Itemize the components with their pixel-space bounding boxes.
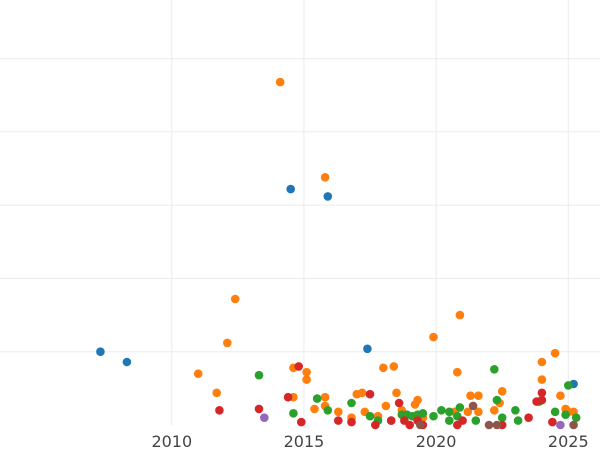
- data-point-s0-4: [363, 344, 372, 354]
- data-point-s1-2: [223, 338, 232, 348]
- data-point-s1-21: [389, 362, 399, 371]
- data-point-s3-22: [548, 417, 557, 427]
- data-point-s1-7: [302, 375, 311, 384]
- data-point-s1-38: [537, 357, 547, 367]
- data-point-s3-6: [347, 417, 356, 427]
- data-point-s2-3: [323, 406, 333, 415]
- data-point-s3-8: [371, 420, 380, 430]
- data-point-s0-2: [286, 184, 296, 194]
- data-point-s1-40: [550, 348, 560, 358]
- data-point-s0-3: [323, 192, 333, 201]
- data-point-s5-0: [416, 420, 425, 430]
- data-point-s1-12: [320, 173, 330, 182]
- data-point-s2-24: [513, 416, 523, 425]
- data-point-s2-20: [490, 365, 499, 374]
- data-point-s1-1: [212, 388, 221, 398]
- data-point-s3-2: [283, 392, 293, 402]
- data-point-s1-41: [556, 391, 565, 401]
- data-point-s1-16: [357, 388, 367, 398]
- data-point-s5-3: [492, 420, 502, 430]
- data-point-s1-9: [310, 404, 319, 414]
- data-point-s3-9: [386, 416, 396, 425]
- data-point-s1-27: [429, 332, 438, 342]
- data-point-s1-29: [453, 367, 462, 377]
- x-tick-label-2020: 2020: [416, 432, 457, 450]
- data-point-s1-35: [490, 406, 499, 415]
- data-point-s2-26: [550, 407, 560, 417]
- data-point-s2-15: [445, 416, 454, 425]
- data-point-s2-14: [437, 406, 446, 415]
- data-point-s5-2: [484, 420, 494, 430]
- data-point-s1-0: [193, 369, 203, 379]
- data-point-s3-4: [297, 417, 306, 427]
- data-point-s3-3: [294, 362, 304, 371]
- data-point-s2-27: [561, 410, 570, 420]
- data-point-s2-28: [564, 381, 573, 390]
- data-point-s3-1: [254, 404, 264, 414]
- data-point-s4-1: [556, 420, 565, 430]
- data-point-s1-32: [466, 391, 475, 401]
- data-point-s2-4: [347, 398, 356, 408]
- data-point-s1-30: [455, 310, 465, 320]
- data-point-s5-4: [569, 420, 578, 430]
- data-point-s1-10: [320, 392, 330, 402]
- data-point-s1-22: [392, 388, 401, 398]
- data-point-s1-39: [537, 375, 547, 384]
- data-point-s3-12: [405, 420, 415, 430]
- data-point-s2-0: [254, 370, 264, 380]
- data-point-s5-1: [468, 401, 478, 411]
- data-point-s2-22: [497, 413, 507, 423]
- data-point-s2-19: [471, 416, 481, 425]
- x-axis: 2010 2015 2020 2025: [151, 432, 588, 450]
- data-point-s3-5: [334, 416, 343, 425]
- data-point-s0-1: [122, 357, 132, 367]
- data-point-s3-7: [365, 389, 375, 399]
- data-point-s3-16: [458, 416, 467, 425]
- data-point-s2-29: [571, 413, 581, 423]
- x-tick-label-2025: 2025: [548, 432, 589, 450]
- x-tick-label-2015: 2015: [284, 432, 325, 450]
- data-point-s1-33: [474, 391, 483, 401]
- data-point-s2-12: [418, 409, 428, 418]
- data-point-s1-4: [275, 77, 285, 87]
- data-point-s2-16: [445, 407, 454, 417]
- data-point-s0-0: [96, 347, 105, 357]
- data-point-s2-23: [511, 406, 520, 415]
- data-point-s1-13: [334, 407, 343, 417]
- data-point-s1-3: [230, 294, 240, 304]
- data-point-s3-0: [215, 406, 224, 415]
- data-point-s3-20: [537, 388, 547, 398]
- data-point-s1-31: [463, 407, 473, 417]
- data-point-s2-13: [429, 411, 438, 421]
- data-points: [96, 77, 581, 430]
- data-point-s2-2: [312, 394, 322, 403]
- data-point-s1-20: [381, 401, 391, 411]
- data-point-s3-10: [394, 398, 404, 408]
- data-point-s1-25: [413, 395, 422, 405]
- data-point-s1-19: [379, 363, 388, 373]
- data-point-s3-21: [537, 395, 547, 405]
- data-point-s1-8: [302, 367, 311, 377]
- data-point-s4-0: [260, 413, 269, 423]
- x-tick-label-2010: 2010: [151, 432, 192, 450]
- data-point-s2-21: [492, 395, 502, 405]
- data-point-s3-18: [524, 413, 533, 423]
- data-point-s1-34: [474, 407, 483, 417]
- data-point-s2-1: [289, 409, 298, 418]
- data-point-s2-5: [365, 411, 375, 421]
- data-point-s2-18: [455, 403, 465, 412]
- data-point-s1-37: [497, 387, 507, 396]
